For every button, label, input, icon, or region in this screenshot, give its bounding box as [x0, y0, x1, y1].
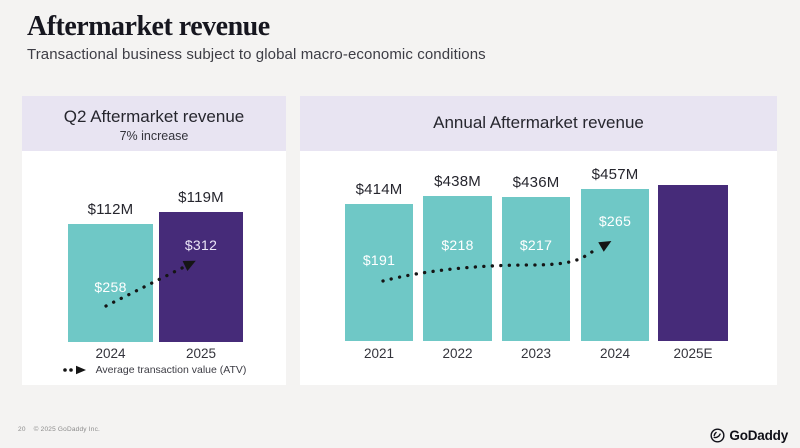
slide-footer: 20 © 2025 GoDaddy Inc.	[18, 426, 100, 433]
bar-2024: $258	[68, 224, 153, 342]
atv-label: $265	[598, 213, 632, 229]
page-number: 20	[18, 426, 26, 433]
q2-chart-plot: $112M $119M $258 $312 2024 2025	[22, 151, 286, 385]
q2-aftermarket-chart-panel: Q2 Aftermarket revenue 7% increase $112M…	[22, 96, 286, 385]
category-label: 2025E	[673, 346, 713, 361]
category-label: 2021	[363, 346, 395, 361]
bar-2023: $217	[502, 197, 570, 341]
bar-2021: $191	[345, 204, 413, 341]
category-label: 2024	[95, 346, 126, 361]
q2-chart-header: Q2 Aftermarket revenue 7% increase	[22, 96, 286, 151]
atv-label: $258	[94, 279, 127, 295]
atv-label: $218	[441, 237, 474, 253]
annual-chart-plot: $414M $438M $436M $457M $191 $218 $217 $…	[300, 151, 777, 385]
copyright-text: © 2025 GoDaddy Inc.	[33, 426, 101, 433]
category-label: 2025	[185, 346, 217, 361]
godaddy-wordmark: GoDaddy	[729, 428, 788, 443]
category-label: 2024	[599, 346, 631, 361]
category-label: 2023	[520, 346, 552, 361]
atv-legend: Average transaction value (ATV)	[22, 364, 286, 376]
godaddy-logo: GoDaddy	[710, 427, 788, 444]
bar-value-label: $457M	[591, 166, 639, 183]
bar-2022: $218	[423, 196, 492, 341]
annual-chart-header: Annual Aftermarket revenue	[300, 96, 777, 151]
atv-label: $191	[362, 252, 396, 268]
bar-2025: $312	[159, 212, 243, 342]
atv-legend-label: Average transaction value (ATV)	[95, 364, 247, 376]
bar-value-label: $119M	[178, 189, 224, 206]
annual-aftermarket-chart-panel: Annual Aftermarket revenue $414M $438M $…	[300, 96, 777, 385]
bar-value-label: $112M	[87, 201, 134, 218]
godaddy-logo-icon	[710, 428, 725, 443]
dotted-arrow-icon	[62, 365, 86, 375]
q2-chart-subtitle: 7% increase	[119, 129, 189, 143]
bar-value-label: $436M	[512, 174, 560, 191]
atv-trend-arrow	[104, 260, 196, 308]
atv-label: $312	[184, 237, 218, 253]
bar-2025e	[658, 185, 728, 341]
annual-chart-title: Annual Aftermarket revenue	[433, 113, 644, 132]
category-label: 2022	[442, 346, 473, 361]
bar-2024: $265	[581, 189, 649, 341]
q2-chart-title: Q2 Aftermarket revenue	[63, 107, 245, 126]
atv-label: $217	[519, 237, 553, 253]
page-title: Aftermarket revenue	[27, 11, 270, 42]
bar-value-label: $438M	[434, 173, 481, 190]
bar-value-label: $414M	[355, 181, 403, 198]
page-subtitle: Transactional business subject to global…	[27, 46, 486, 63]
